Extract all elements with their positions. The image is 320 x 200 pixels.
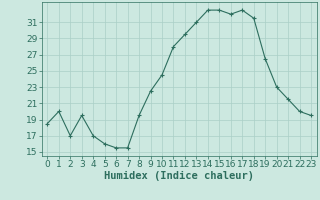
X-axis label: Humidex (Indice chaleur): Humidex (Indice chaleur): [104, 171, 254, 181]
